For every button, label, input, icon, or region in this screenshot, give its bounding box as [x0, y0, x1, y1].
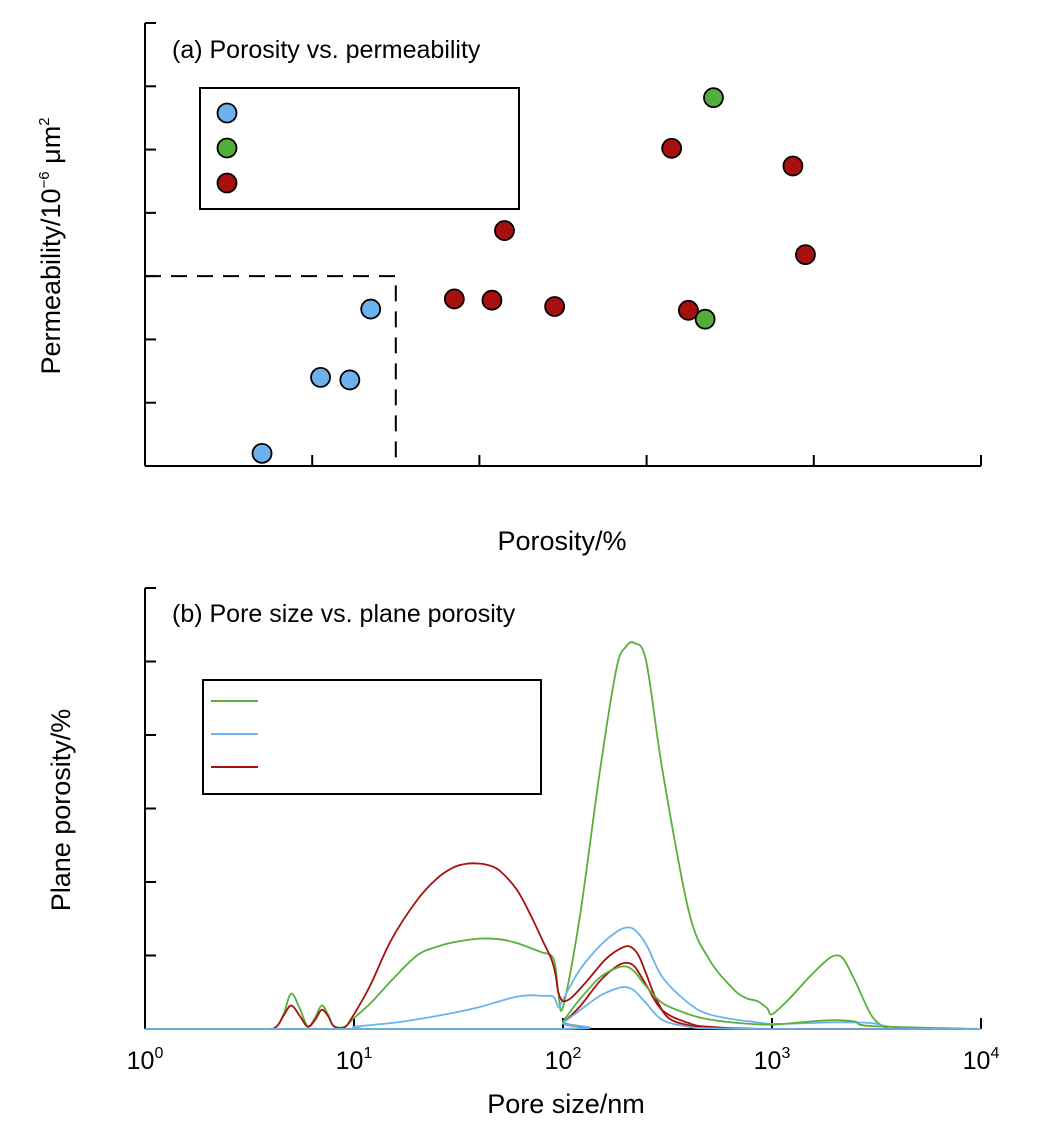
data-point [795, 244, 816, 266]
x-tick-label: 102 [545, 1045, 582, 1075]
legend-marker [216, 172, 238, 194]
data-point [360, 298, 382, 320]
legend-box [202, 679, 542, 795]
x-tick-label: 100 [127, 1045, 164, 1075]
legend-marker [216, 137, 238, 159]
data-point [339, 369, 361, 391]
legend [199, 87, 520, 210]
pore-size-plane-porosity-chart: (b) Pore size vs. plane porosity Pore si… [46, 587, 1000, 1119]
series-lines [145, 641, 982, 1030]
x-tick-label: 103 [754, 1045, 791, 1075]
data-point [661, 137, 683, 159]
series-line [145, 986, 981, 1030]
data-point [544, 296, 566, 317]
data-point [678, 299, 699, 321]
y-axis-label: Plane porosity/% [46, 709, 76, 912]
chart-title: (a) Porosity vs. permeability [172, 36, 481, 64]
series-line [145, 862, 981, 1030]
data-point [782, 155, 804, 177]
data-point [694, 308, 716, 330]
tick-labels: 100 101 102 103 104 [127, 1045, 1000, 1075]
data-point [443, 288, 465, 310]
x-tick-label: 104 [963, 1045, 1000, 1075]
axes [144, 587, 982, 1030]
data-point [251, 442, 273, 464]
threshold-dashed-line [145, 275, 397, 466]
x-tick-label: 101 [336, 1045, 373, 1075]
data-point [703, 87, 724, 109]
series-line [145, 926, 982, 1030]
series-line [145, 641, 981, 1030]
scatter-points [251, 87, 816, 464]
legend-box [199, 87, 520, 210]
porosity-permeability-chart: (a) Porosity vs. permeability Porosity/%… [36, 22, 982, 556]
legend-marker [216, 102, 238, 124]
chart-title: (b) Pore size vs. plane porosity [172, 600, 516, 628]
x-axis-label: Porosity/% [497, 526, 626, 556]
threshold-box [145, 275, 397, 466]
data-point [310, 366, 331, 388]
axes [144, 22, 982, 467]
data-point [494, 220, 515, 241]
data-point [481, 289, 503, 311]
y-axis-label: Permeability/10−6 μm2 [36, 117, 66, 374]
x-axis-label: Pore size/nm [487, 1089, 645, 1119]
legend [202, 679, 542, 795]
